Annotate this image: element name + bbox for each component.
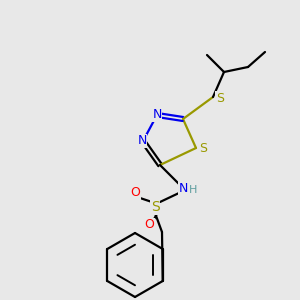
Text: S: S: [216, 92, 224, 104]
Text: H: H: [189, 185, 197, 195]
Text: O: O: [130, 187, 140, 200]
Text: S: S: [199, 142, 207, 155]
Text: N: N: [137, 134, 147, 148]
Text: S: S: [151, 200, 159, 214]
Text: N: N: [152, 109, 162, 122]
Text: N: N: [178, 182, 188, 194]
Text: O: O: [144, 218, 154, 232]
